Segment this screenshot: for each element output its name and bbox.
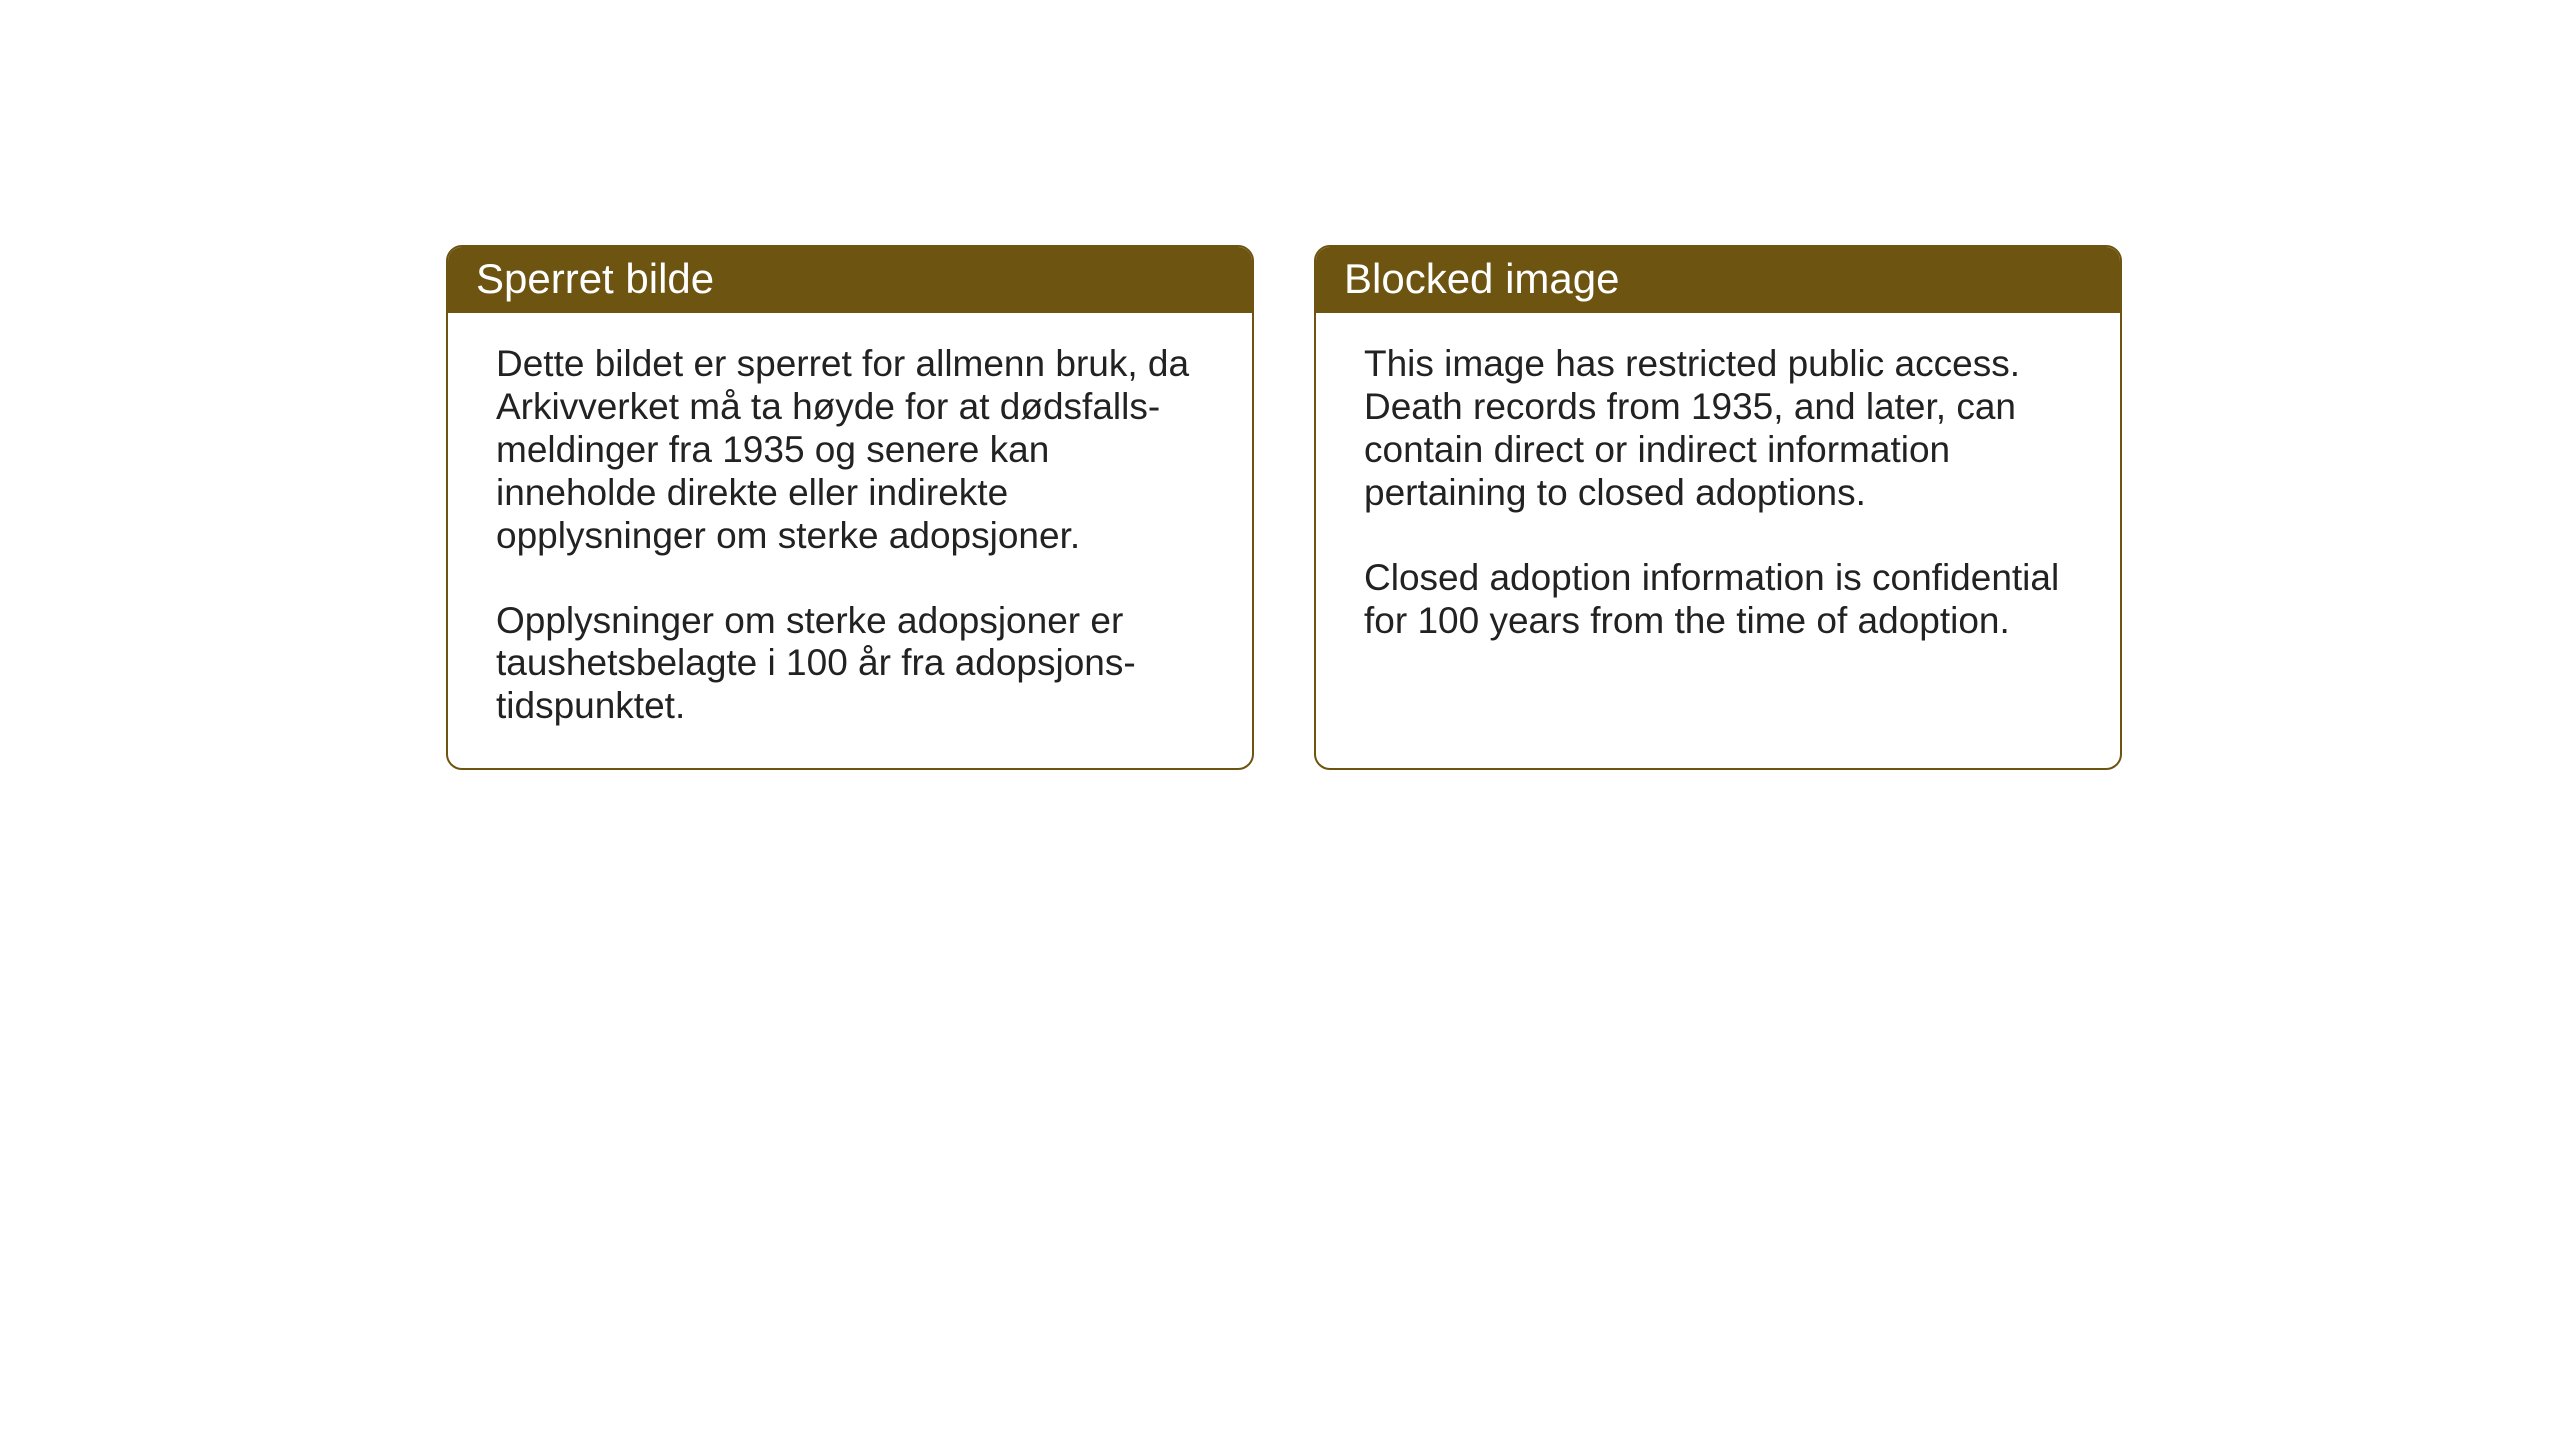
norwegian-notice-card: Sperret bilde Dette bildet er sperret fo… xyxy=(446,245,1254,770)
english-paragraph-2: Closed adoption information is confident… xyxy=(1364,557,2076,643)
norwegian-paragraph-1: Dette bildet er sperret for allmenn bruk… xyxy=(496,343,1208,558)
english-card-body: This image has restricted public access.… xyxy=(1316,313,2120,701)
english-card-title: Blocked image xyxy=(1344,255,1619,302)
norwegian-card-header: Sperret bilde xyxy=(448,247,1252,313)
english-paragraph-1: This image has restricted public access.… xyxy=(1364,343,2076,515)
english-card-header: Blocked image xyxy=(1316,247,2120,313)
norwegian-paragraph-2: Opplysninger om sterke adopsjoner er tau… xyxy=(496,600,1208,729)
norwegian-card-title: Sperret bilde xyxy=(476,255,714,302)
english-notice-card: Blocked image This image has restricted … xyxy=(1314,245,2122,770)
norwegian-card-body: Dette bildet er sperret for allmenn bruk… xyxy=(448,313,1252,768)
notice-container: Sperret bilde Dette bildet er sperret fo… xyxy=(446,245,2122,770)
